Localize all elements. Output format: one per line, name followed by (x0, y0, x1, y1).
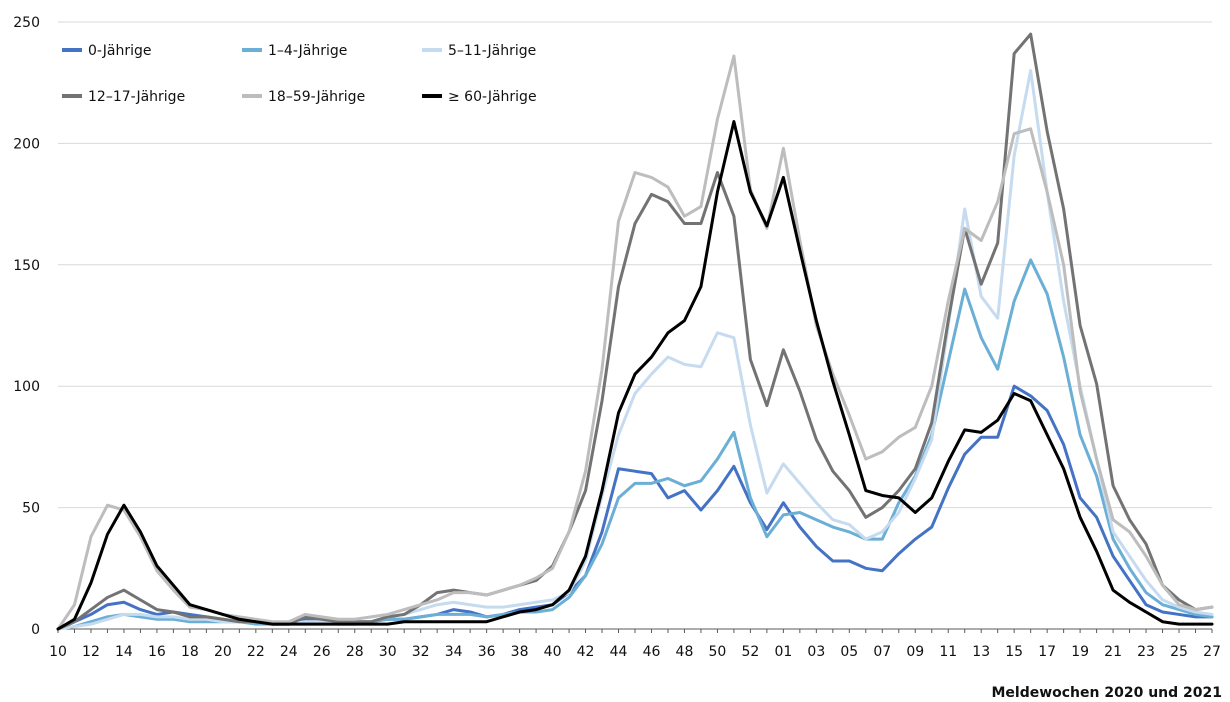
gridlines (58, 21, 1212, 509)
x-tick-label: 30 (379, 644, 397, 660)
y-tick-label: 200 (13, 136, 40, 152)
x-tick-label: 10 (49, 644, 67, 660)
x-tick-label: 44 (610, 644, 628, 660)
x-tick-label: 42 (577, 644, 595, 660)
x-tick-label: 27 (1203, 644, 1221, 660)
x-tick-label: 32 (412, 644, 430, 660)
x-tick-label: 16 (148, 644, 166, 660)
legend-label: ≥ 60-Jährige (448, 89, 537, 105)
x-axis-label: Meldewochen 2020 und 2021 (991, 685, 1222, 701)
x-tick-label: 01 (774, 644, 792, 660)
series-line-1 (56, 258, 1214, 631)
x-tick-label: 23 (1137, 644, 1155, 660)
y-tick-label: 150 (13, 258, 40, 274)
x-tick-label: 34 (445, 644, 463, 660)
y-tick-label: 0 (31, 622, 40, 638)
x-tick-label: 28 (346, 644, 364, 660)
x-tick-label: 05 (840, 644, 858, 660)
x-axis (57, 628, 1213, 633)
x-tick-label: 38 (511, 644, 529, 660)
x-tick-label: 36 (478, 644, 496, 660)
series-lines (56, 32, 1214, 631)
y-tick-label: 250 (13, 15, 40, 31)
x-tick-label: 18 (181, 644, 199, 660)
legend-label: 12–17-Jährige (88, 89, 185, 105)
y-tick-label: 50 (22, 501, 40, 517)
series-line-5 (56, 120, 1214, 631)
x-tick-label: 14 (115, 644, 133, 660)
x-axis-ticks: 10 12 14 16 18 20 22 24 26 28 30 32 34 36 38 40 42 44 46 48… (49, 644, 1221, 660)
x-tick-label: 40 (544, 644, 562, 660)
x-tick-label: 03 (807, 644, 825, 660)
x-tick-label: 17 (1038, 644, 1056, 660)
x-tick-label: 12 (82, 644, 100, 660)
legend-label: 0-Jährige (88, 43, 151, 59)
x-tick-label: 50 (709, 644, 727, 660)
x-tick-label: 11 (939, 644, 957, 660)
y-axis-ticks: 0 50 100 150 200 250 (13, 15, 40, 638)
x-tick-label: 21 (1104, 644, 1122, 660)
x-tick-label: 13 (972, 644, 990, 660)
series-line-2 (56, 69, 1214, 631)
x-tick-label: 20 (214, 644, 232, 660)
x-tick-label: 26 (313, 644, 331, 660)
x-tick-label: 09 (906, 644, 924, 660)
y-tick-label: 100 (13, 379, 40, 395)
x-tick-label: 25 (1170, 644, 1188, 660)
x-tick-label: 48 (676, 644, 694, 660)
x-tick-label: 24 (280, 644, 298, 660)
legend: 0-Jährige 1–4-Jährige 5–11-Jährige 12–17-Jä… (62, 43, 537, 105)
legend-label: 1–4-Jährige (268, 43, 347, 59)
x-tick-label: 22 (247, 644, 265, 660)
legend-label: 5–11-Jährige (448, 43, 536, 59)
series-line-4 (56, 54, 1214, 631)
x-tick-label: 46 (643, 644, 661, 660)
x-tick-label: 52 (741, 644, 759, 660)
x-tick-label: 19 (1071, 644, 1089, 660)
x-tick-label: 15 (1005, 644, 1023, 660)
legend-label: 18–59-Jährige (268, 89, 365, 105)
x-tick-label: 07 (873, 644, 891, 660)
